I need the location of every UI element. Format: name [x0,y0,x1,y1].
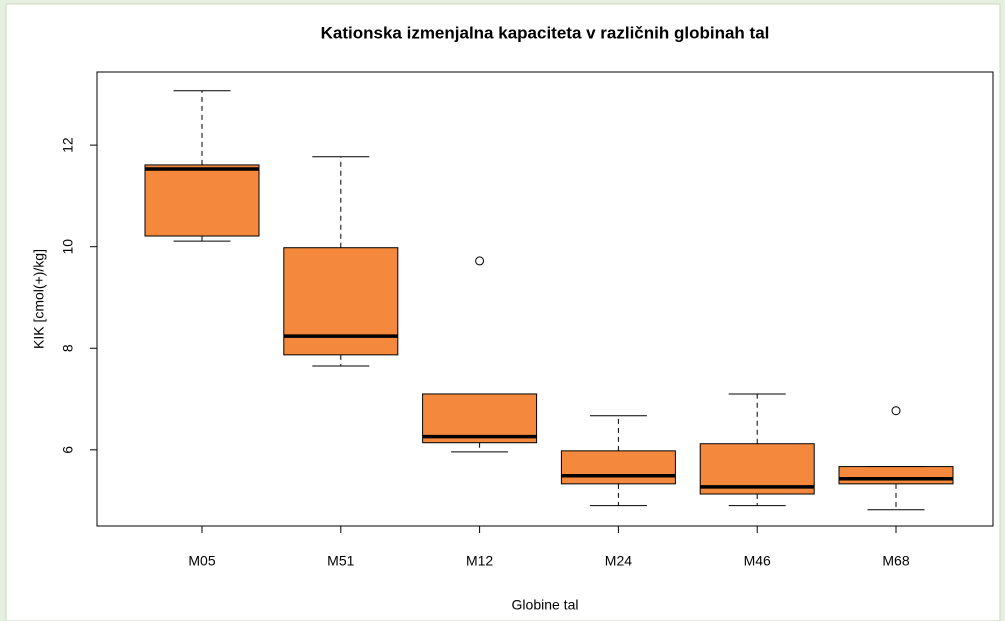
box [422,393,538,444]
box [283,247,399,356]
x-tick-label: M68 [882,553,909,569]
outlier [475,256,485,266]
box [560,450,676,485]
x-tick-label: M24 [605,553,632,569]
x-tick-label: M46 [744,553,771,569]
y-tick-label: 10 [60,239,76,255]
outlier [891,406,901,416]
x-axis-label: Globine tal [512,597,579,613]
y-axis-label: KIK [cmol(+)/kg] [31,249,47,349]
chart-title: Kationska izmenjalna kapaciteta v različ… [321,23,770,42]
chart-background [5,3,1001,621]
y-tick-label: 8 [60,344,76,352]
x-tick-label: M51 [327,553,354,569]
plot-frame [96,71,994,527]
box [838,466,954,485]
x-tick-label: M12 [466,553,493,569]
y-tick-label: 12 [60,137,76,153]
box [144,164,260,237]
y-tick-label: 6 [60,446,76,454]
x-tick-label: M05 [188,553,215,569]
